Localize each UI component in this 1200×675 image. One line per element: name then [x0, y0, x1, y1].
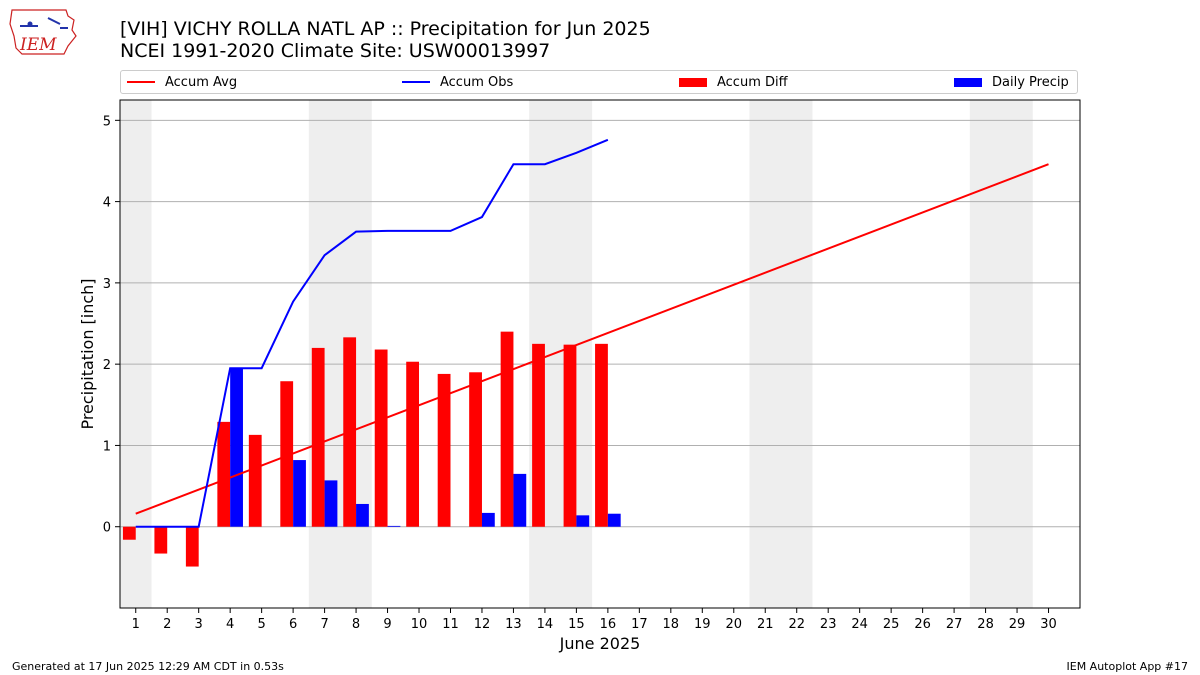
- legend-label: Accum Diff: [717, 74, 788, 90]
- accum-diff-bar: [374, 349, 388, 527]
- x-tick-label: 10: [411, 617, 428, 632]
- accum-diff-bar: [595, 343, 608, 527]
- x-tick-label: 15: [568, 617, 585, 632]
- x-tick-label: 26: [914, 617, 931, 632]
- x-tick-label: 22: [788, 617, 805, 632]
- x-tick-label: 18: [663, 617, 680, 632]
- plot-frame: [119, 99, 1081, 609]
- accum-diff-bar: [406, 361, 420, 527]
- x-tick-label: 12: [474, 617, 491, 632]
- x-tick-label: 29: [1009, 617, 1026, 632]
- x-tick-label: 11: [442, 617, 459, 632]
- daily-precip-bar: [576, 515, 590, 527]
- legend-item-accum-avg: Accum Avg: [127, 74, 237, 90]
- accum-diff-bar: [122, 526, 136, 540]
- daily-precip-bar: [387, 525, 401, 527]
- generated-timestamp: Generated at 17 Jun 2025 12:29 AM CDT in…: [12, 660, 284, 673]
- legend-label: Accum Obs: [440, 74, 514, 90]
- x-tick-label: 23: [820, 617, 837, 632]
- legend-label: Accum Avg: [165, 74, 238, 90]
- x-tick-label: 4: [226, 617, 234, 632]
- x-tick-label: 19: [694, 617, 711, 632]
- accum-diff-bar: [563, 344, 577, 527]
- app-credit: IEM Autoplot App #17: [1066, 660, 1189, 673]
- legend-item-accum-diff: Accum Diff: [679, 74, 788, 90]
- accum-diff-bar: [311, 347, 325, 527]
- daily-precip-bar: [513, 473, 527, 527]
- x-tick-label: 16: [600, 617, 617, 632]
- x-tick-label: 7: [320, 617, 328, 632]
- y-tick-label: 4: [103, 196, 111, 211]
- y-tick-label: 1: [103, 439, 111, 454]
- accum-diff-bar: [154, 526, 168, 554]
- x-tick-label: 24: [851, 617, 868, 632]
- x-tick-label: 20: [725, 617, 742, 632]
- iem-logo: IEM: [9, 9, 77, 55]
- legend-label: Daily Precip: [992, 74, 1069, 90]
- legend-item-daily-precip: Daily Precip: [954, 74, 1069, 90]
- y-tick-label: 0: [103, 521, 111, 536]
- weekend-shade: [969, 100, 1033, 608]
- weekend-shade: [120, 100, 152, 608]
- x-tick-label: 17: [631, 617, 648, 632]
- x-tick-label: 25: [883, 617, 900, 632]
- x-tick-label: 3: [195, 617, 203, 632]
- x-tick-label: 14: [537, 617, 554, 632]
- accum-diff-bar: [437, 373, 451, 527]
- legend-swatch: [954, 77, 982, 87]
- x-tick-label: 27: [946, 617, 963, 632]
- daily-precip-bar: [293, 460, 306, 527]
- accum-diff-bar: [532, 343, 545, 527]
- chart-title: [VIH] VICHY ROLLA NATL AP :: Precipitati…: [120, 18, 651, 40]
- accum-avg-line: [135, 163, 1049, 515]
- x-tick-label: 6: [289, 617, 297, 632]
- x-tick-label: 2: [163, 617, 171, 632]
- accum-diff-bar: [280, 381, 294, 527]
- x-tick-label: 28: [977, 617, 994, 632]
- accum-diff-bar: [248, 434, 262, 527]
- svg-text:IEM: IEM: [19, 35, 57, 55]
- legend-item-accum-obs: Accum Obs: [402, 74, 513, 90]
- y-tick-label: 2: [103, 358, 111, 373]
- chart-subtitle: NCEI 1991-2020 Climate Site: USW00013997: [120, 40, 551, 62]
- y-tick-label: 3: [103, 277, 111, 292]
- y-tick-label: 5: [103, 114, 111, 129]
- accum-diff-bar: [469, 372, 482, 527]
- weekend-shade: [749, 100, 813, 608]
- x-tick-label: 13: [505, 617, 522, 632]
- daily-precip-bar: [481, 512, 495, 527]
- x-tick-label: 9: [383, 617, 391, 632]
- x-tick-label: 30: [1040, 617, 1057, 632]
- daily-precip-bar: [607, 513, 621, 527]
- chart-legend: Accum Avg Accum Obs Accum Diff Daily Pre…: [120, 70, 1078, 94]
- x-axis-label: June 2025: [559, 634, 641, 653]
- x-tick-label: 5: [257, 617, 265, 632]
- accum-diff-bar: [217, 421, 231, 527]
- y-axis-label: Precipitation [inch]: [78, 278, 97, 429]
- daily-precip-bar: [230, 368, 243, 527]
- legend-swatch: [679, 77, 707, 87]
- accum-obs-line: [135, 138, 609, 528]
- daily-precip-bar: [356, 503, 369, 527]
- x-tick-label: 21: [757, 617, 774, 632]
- daily-precip-bar: [324, 480, 338, 527]
- accum-diff-bar: [185, 526, 199, 567]
- x-tick-label: 8: [352, 617, 360, 632]
- legend-swatch: [402, 81, 430, 83]
- accum-diff-bar: [500, 331, 514, 527]
- x-tick-label: 1: [132, 617, 140, 632]
- legend-swatch: [127, 81, 155, 83]
